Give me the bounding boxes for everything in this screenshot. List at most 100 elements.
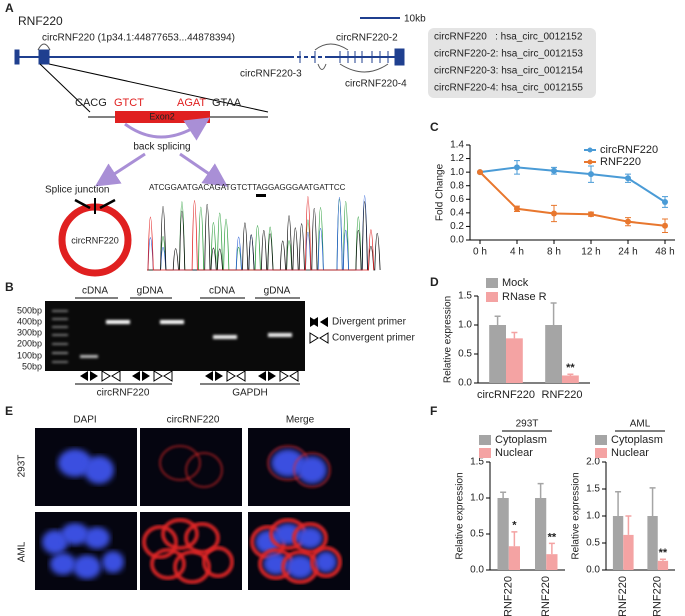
y-tick-label: 1.0 bbox=[458, 320, 472, 331]
bar bbox=[535, 498, 547, 570]
y-tick-label: 0.8 bbox=[450, 180, 464, 191]
error-bar bbox=[494, 315, 501, 325]
ladder-label: 300bp bbox=[17, 327, 42, 337]
point bbox=[514, 205, 520, 212]
chart-title: 293T bbox=[516, 419, 539, 430]
bar bbox=[545, 325, 562, 383]
bar bbox=[623, 534, 634, 570]
y-tick-label: 0.6 bbox=[450, 194, 464, 205]
circ-id: circRNF220-4: hsa_circ_0012155 bbox=[434, 83, 583, 94]
point bbox=[588, 211, 594, 218]
chromatogram bbox=[147, 195, 381, 271]
bar bbox=[489, 325, 506, 383]
y-tick-label: 1.0 bbox=[586, 511, 600, 522]
zoom-line bbox=[48, 63, 269, 113]
lane-label: cDNA bbox=[209, 286, 235, 297]
error-bar bbox=[511, 531, 518, 547]
bar bbox=[657, 560, 669, 570]
primer-symbol bbox=[279, 370, 299, 382]
cytoplasm bbox=[292, 522, 328, 554]
y-tick-label: 1.2 bbox=[450, 153, 464, 164]
gene-track bbox=[14, 43, 405, 73]
nucleus bbox=[50, 553, 76, 575]
error-bar bbox=[659, 558, 666, 561]
splice-junction: Splice junction bbox=[45, 185, 109, 196]
bar bbox=[497, 498, 509, 570]
error-bar bbox=[567, 373, 574, 376]
legend-swatch bbox=[587, 159, 593, 165]
bar bbox=[562, 375, 579, 383]
primer-symbol bbox=[310, 317, 328, 327]
circ-id: circRNF220 : hsa_circ_0012152 bbox=[434, 32, 583, 43]
lane-label: cDNA bbox=[82, 286, 108, 297]
error-bar bbox=[625, 515, 632, 535]
seq: CACG bbox=[75, 97, 107, 109]
x-tick-label: 24 h bbox=[618, 247, 637, 258]
legend-label: Nuclear bbox=[611, 447, 649, 459]
primer-symbol bbox=[226, 370, 246, 382]
bar bbox=[508, 546, 520, 570]
y-tick-label: 0.0 bbox=[458, 378, 472, 389]
y-axis-label: Relative expression bbox=[455, 472, 466, 559]
primer-label: Divergent primer bbox=[332, 317, 407, 328]
nucleus bbox=[58, 449, 92, 477]
y-tick-label: 0.2 bbox=[450, 221, 464, 232]
primer-symbol bbox=[101, 370, 121, 382]
y-axis-label: Relative expression bbox=[571, 472, 582, 559]
y-tick-label: 1.0 bbox=[470, 493, 484, 504]
column-label: circRNF220 bbox=[167, 415, 220, 426]
trace bbox=[147, 198, 362, 271]
lane-label: gDNA bbox=[264, 286, 291, 297]
y-axis-label: Fold Change bbox=[435, 163, 446, 221]
y-tick-label: 1.4 bbox=[450, 140, 464, 151]
x-tick-label: 4 h bbox=[510, 247, 524, 258]
legend-swatch bbox=[595, 448, 607, 458]
x-tick-label: RNF220 bbox=[652, 576, 664, 616]
seq: GTAA bbox=[212, 97, 242, 109]
point bbox=[662, 222, 668, 229]
locus: circRNF220 (1p34.1:44877653...44878394) bbox=[42, 33, 235, 44]
x-tick-label: circRNF220 bbox=[617, 576, 629, 616]
primer-label: Convergent primer bbox=[332, 333, 415, 344]
nucleus bbox=[73, 555, 101, 579]
id-box bbox=[428, 28, 596, 98]
cytoplasm bbox=[161, 518, 199, 550]
legend-swatch bbox=[486, 278, 498, 288]
error-bar bbox=[615, 490, 622, 516]
point bbox=[477, 169, 483, 176]
x-tick-label: RNF220 bbox=[540, 576, 552, 616]
bar bbox=[647, 516, 658, 570]
nucleus bbox=[297, 527, 323, 549]
micrograph bbox=[140, 428, 242, 506]
annotation: ** bbox=[566, 362, 575, 374]
annotation: ** bbox=[548, 531, 557, 543]
scale-label: 10kb bbox=[404, 14, 426, 25]
cytoplasm bbox=[159, 445, 201, 481]
y-tick-label: 1.5 bbox=[458, 291, 472, 302]
nucleus bbox=[271, 449, 305, 477]
cytoplasm bbox=[293, 452, 331, 488]
nucleus bbox=[286, 555, 314, 579]
primer-symbol bbox=[153, 370, 173, 382]
circ-id: circRNF220-2: hsa_circ_0012153 bbox=[434, 49, 583, 60]
legend-swatch bbox=[479, 435, 491, 445]
zoom-line bbox=[39, 63, 91, 113]
y-tick-label: 1.0 bbox=[450, 167, 464, 178]
error-bar bbox=[550, 302, 557, 325]
nucleus bbox=[84, 456, 114, 484]
isoform-label: circRNF220-2 bbox=[336, 33, 398, 44]
point bbox=[551, 167, 557, 174]
error-bar bbox=[537, 482, 544, 498]
ladder-label: 500bp bbox=[17, 305, 42, 315]
sanger-seq: ATCGGAATGACAGATGTCTTAGGAGGGAATGATTCC bbox=[149, 183, 346, 192]
cytoplasm bbox=[202, 546, 234, 578]
arrow bbox=[94, 152, 146, 187]
trace bbox=[147, 201, 381, 271]
row-label: AML bbox=[17, 541, 28, 562]
exon-label: Exon2 bbox=[149, 111, 175, 121]
gene-label: circRNF220 bbox=[97, 388, 150, 399]
micrographs bbox=[35, 428, 350, 590]
y-tick-label: 0.0 bbox=[450, 235, 464, 246]
panel-label: C bbox=[430, 120, 439, 134]
